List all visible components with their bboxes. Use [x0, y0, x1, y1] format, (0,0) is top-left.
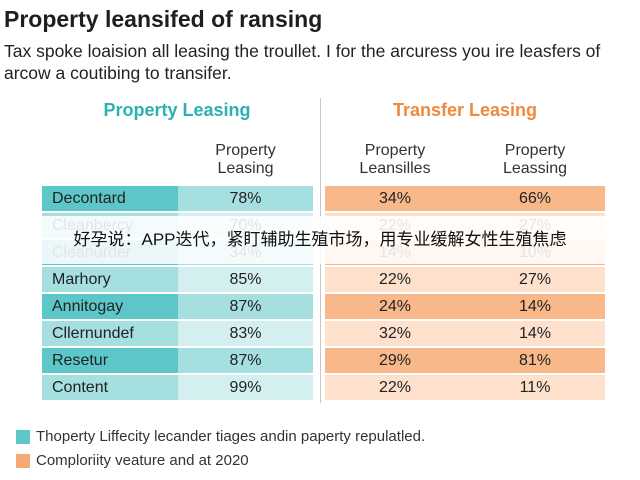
legend-text: Comploriity veature and at 2020 — [36, 452, 249, 469]
subtitle: Tax spoke loaision all leasing the troul… — [4, 41, 601, 83]
column-header: Property Leassing — [502, 142, 568, 177]
group-heading: Transfer Leasing — [392, 100, 538, 120]
table-cell: 22% — [325, 267, 465, 293]
legend-swatch — [16, 454, 30, 468]
legend-swatch — [16, 430, 30, 444]
table-cell: 14% — [465, 321, 605, 347]
table-cell: 87% — [178, 348, 313, 374]
table-cell: 78% — [178, 186, 313, 212]
table-cell: 22% — [325, 375, 465, 401]
column-header: Property Leasing — [215, 142, 276, 177]
table-cell: 99% — [178, 375, 313, 401]
table-cell: 32% — [325, 321, 465, 347]
overlay-banner: 好孕说：APP迭代，紧盯辅助生殖市场，用专业缓解女性生殖焦虑 — [0, 216, 640, 264]
table-cell: 81% — [465, 348, 605, 374]
table-cell: 83% — [178, 321, 313, 347]
legend-text: Thoperty Liffecity lecander tiages andin… — [36, 428, 426, 445]
group-heading: Property Leasing — [103, 100, 251, 120]
row-name: Content — [42, 375, 178, 401]
table-cell: 66% — [465, 186, 605, 212]
table-cell: 85% — [178, 267, 313, 293]
table-cell: 11% — [465, 375, 605, 401]
column-header: Property Leansilles — [359, 142, 431, 177]
table-cell: 27% — [465, 267, 605, 293]
row-name: Cllernundef — [42, 321, 178, 347]
table-cell: 87% — [178, 294, 313, 320]
table-cell: 29% — [325, 348, 465, 374]
title: Property leansifed of ransing — [4, 6, 323, 32]
row-name: Resetur — [42, 348, 178, 374]
table-cell: 34% — [325, 186, 465, 212]
row-name: Decontard — [42, 186, 178, 212]
row-name: Marhory — [42, 267, 178, 293]
table-cell: 24% — [325, 294, 465, 320]
table-cell: 14% — [465, 294, 605, 320]
row-name: Annitogay — [42, 294, 178, 320]
